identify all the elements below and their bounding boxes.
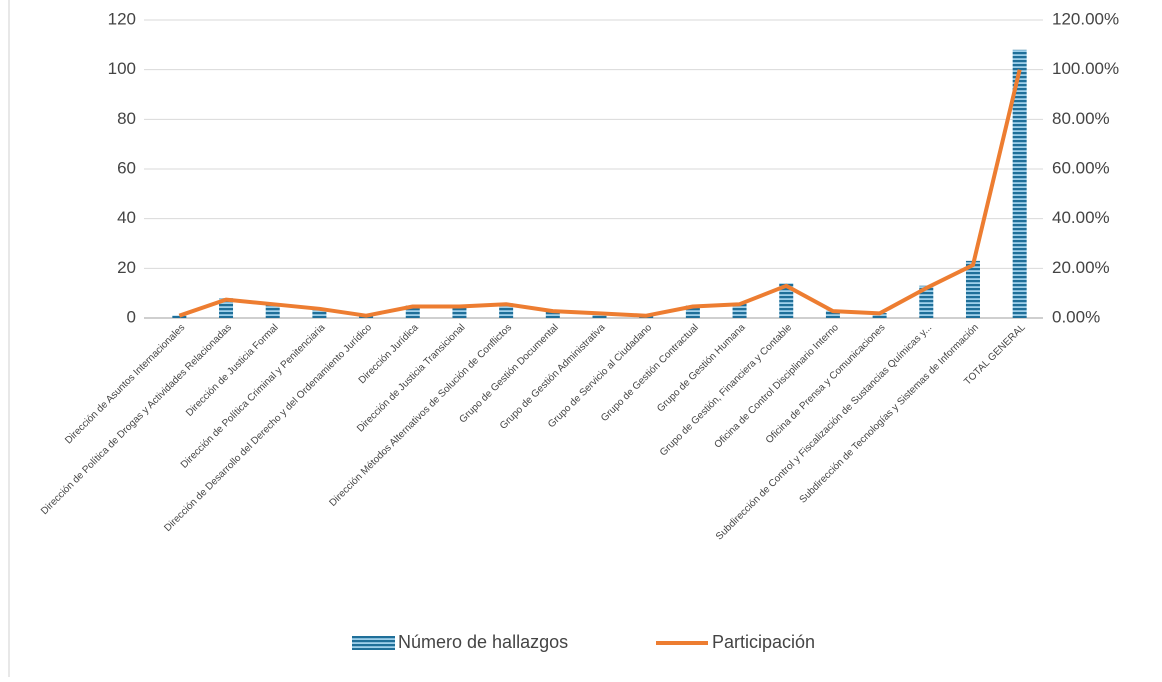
y-tick-label: 20 — [117, 258, 136, 277]
y-tick-label: 60 — [117, 158, 136, 177]
bar — [919, 285, 934, 318]
x-tick-label: Grupo de Gestión Contractual — [599, 322, 701, 424]
bar — [1012, 49, 1027, 319]
bar — [172, 315, 187, 318]
bar — [732, 303, 747, 318]
y2-tick-label: 0.00% — [1052, 307, 1100, 326]
y-tick-label: 40 — [117, 208, 136, 227]
y2-tick-label: 20.00% — [1052, 258, 1110, 277]
y2-tick-label: 100.00% — [1052, 59, 1119, 78]
legend-swatch — [352, 636, 395, 650]
legend-label: Número de hallazgos — [398, 632, 568, 652]
y-tick-label: 80 — [117, 109, 136, 128]
x-tick-label: Subdirección de Tecnologías y Sistemas d… — [798, 322, 981, 505]
bar — [965, 260, 980, 318]
x-tick-label: Grupo de Gestión Documental — [458, 322, 561, 425]
x-tick-label: Grupo de Gestión Humana — [655, 322, 748, 415]
bar — [592, 313, 607, 318]
bar — [872, 313, 887, 318]
bar — [499, 303, 514, 318]
x-tick-label: Dirección Métodos Alternativos de Soluci… — [327, 322, 514, 509]
legend-label: Participación — [712, 632, 815, 652]
bar — [219, 298, 234, 318]
x-tick-label: Subdirección de Control y Fiscalización … — [714, 322, 934, 542]
y-tick-label: 120 — [108, 9, 136, 28]
y2-tick-label: 80.00% — [1052, 109, 1110, 128]
line — [178, 69, 1022, 318]
y-tick-label: 100 — [108, 59, 136, 78]
bar — [545, 310, 560, 318]
y-tick-label: 0 — [127, 307, 136, 326]
bar — [825, 310, 840, 318]
bar — [265, 303, 280, 318]
y2-tick-label: 60.00% — [1052, 158, 1110, 177]
x-tick-label: Dirección de Justicia Formal — [184, 322, 281, 419]
y2-tick-label: 40.00% — [1052, 208, 1110, 227]
bar — [452, 305, 467, 318]
bar — [312, 308, 327, 318]
bar — [779, 283, 794, 318]
y2-tick-label: 120.00% — [1052, 9, 1119, 28]
